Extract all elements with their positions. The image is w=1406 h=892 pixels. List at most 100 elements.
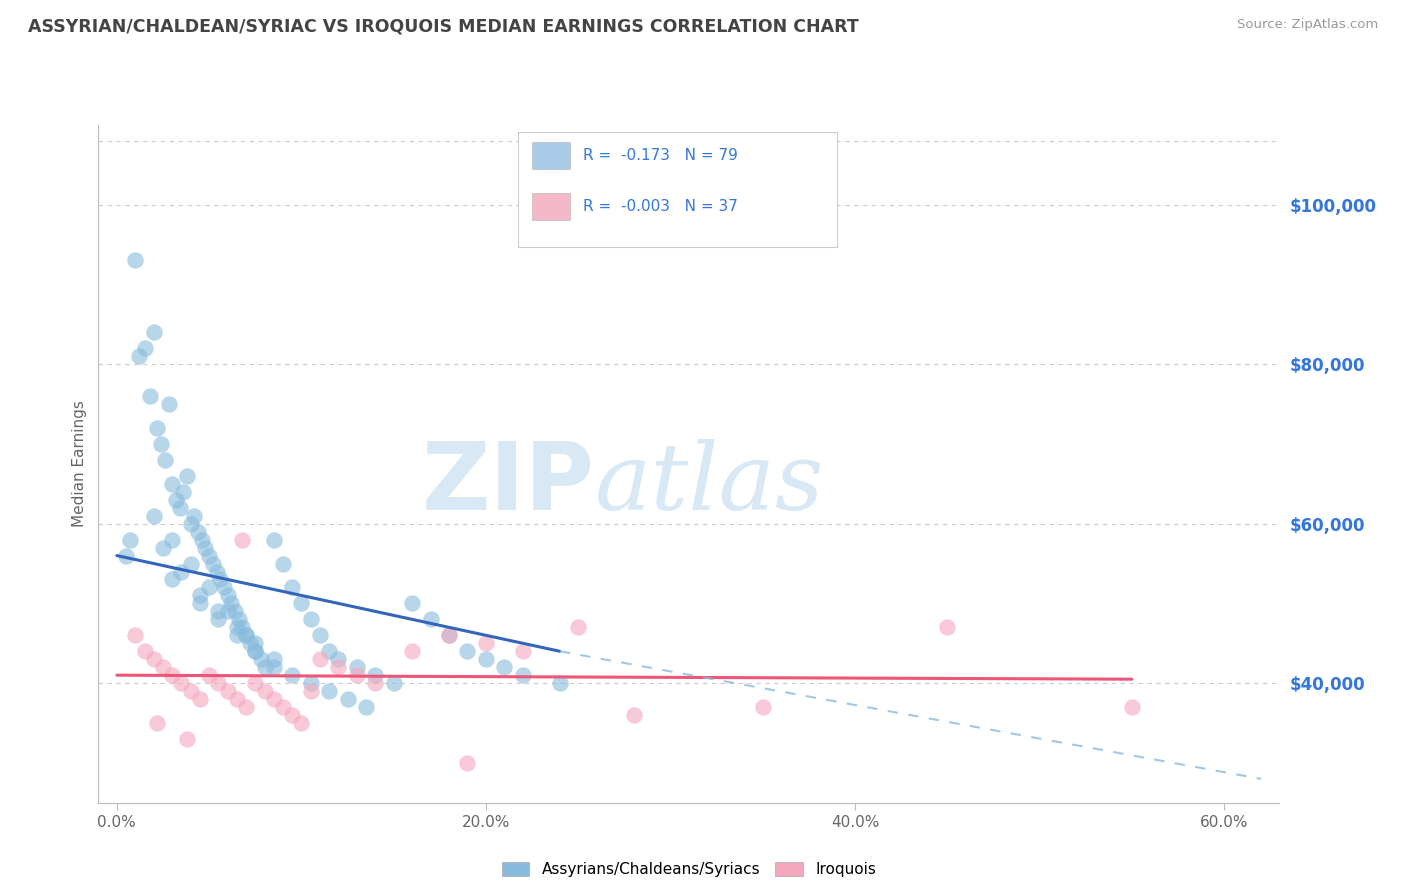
Point (281, 668, 304, 682)
Point (299, 684, 322, 698)
Point (180, 557, 202, 571)
Point (188, 596, 211, 610)
Point (245, 636, 267, 650)
Point (328, 660, 350, 674)
Point (245, 644, 267, 658)
Point (188, 589, 211, 603)
Point (207, 604, 229, 618)
Point (198, 581, 221, 595)
Point (364, 668, 387, 682)
Point (128, 349, 150, 363)
Point (456, 644, 478, 658)
Point (228, 612, 250, 626)
Point (290, 596, 312, 610)
Point (235, 628, 257, 642)
Point (157, 397, 180, 411)
Point (124, 628, 146, 642)
Point (224, 604, 246, 618)
Point (271, 700, 294, 714)
Point (170, 676, 193, 690)
Point (231, 620, 253, 634)
Point (475, 636, 498, 650)
Point (263, 652, 285, 666)
Bar (531, 142, 569, 169)
Point (271, 557, 294, 571)
Point (401, 644, 423, 658)
Point (162, 476, 183, 491)
Point (172, 484, 194, 499)
Point (235, 700, 257, 714)
Point (118, 533, 141, 547)
Point (225, 620, 247, 634)
Point (437, 628, 460, 642)
Point (231, 533, 253, 547)
Point (419, 612, 441, 626)
Point (187, 524, 209, 539)
Point (146, 421, 169, 435)
Point (245, 676, 267, 690)
Point (225, 692, 247, 706)
Point (142, 325, 165, 339)
Point (548, 676, 571, 690)
Point (188, 692, 211, 706)
Point (354, 700, 377, 714)
Point (153, 453, 176, 467)
Point (309, 652, 332, 666)
Point (169, 500, 191, 515)
Point (512, 644, 534, 658)
Point (201, 557, 224, 571)
Point (512, 668, 534, 682)
Point (299, 676, 322, 690)
Point (180, 684, 202, 698)
Point (328, 652, 350, 666)
Point (207, 612, 229, 626)
Point (198, 549, 221, 563)
Point (250, 652, 273, 666)
Point (207, 676, 229, 690)
Point (152, 660, 174, 674)
Point (382, 676, 405, 690)
Point (437, 628, 460, 642)
Point (115, 549, 138, 563)
Point (567, 620, 589, 634)
Point (299, 612, 322, 626)
Point (364, 676, 387, 690)
Point (152, 541, 174, 555)
Legend: Assyrians/Chaldeans/Syriacs, Iroquois: Assyrians/Chaldeans/Syriacs, Iroquois (496, 856, 882, 883)
Point (245, 644, 267, 658)
Point (134, 341, 156, 355)
Point (198, 668, 221, 682)
Point (456, 756, 478, 770)
Point (134, 644, 156, 658)
Point (219, 596, 243, 610)
Point (176, 731, 198, 746)
Point (235, 628, 257, 642)
Point (217, 684, 239, 698)
Point (150, 437, 173, 451)
Point (346, 668, 368, 682)
Point (318, 684, 340, 698)
Text: R =  -0.173   N = 79: R = -0.173 N = 79 (582, 148, 738, 163)
Point (162, 533, 183, 547)
Point (263, 660, 285, 674)
Text: ZIP: ZIP (422, 438, 595, 530)
Point (139, 389, 162, 403)
Point (191, 533, 214, 547)
Point (183, 508, 205, 523)
Point (194, 541, 217, 555)
Point (281, 708, 304, 723)
Point (936, 620, 959, 634)
Point (225, 628, 247, 642)
Point (142, 652, 165, 666)
Point (209, 573, 232, 587)
Point (623, 708, 645, 723)
Text: ASSYRIAN/CHALDEAN/SYRIAC VS IROQUOIS MEDIAN EARNINGS CORRELATION CHART: ASSYRIAN/CHALDEAN/SYRIAC VS IROQUOIS MED… (28, 18, 859, 36)
Point (162, 668, 183, 682)
Point (263, 533, 285, 547)
Point (751, 700, 773, 714)
Point (165, 492, 187, 507)
Bar (531, 193, 569, 219)
Point (281, 581, 304, 595)
Point (162, 573, 183, 587)
Point (253, 684, 276, 698)
